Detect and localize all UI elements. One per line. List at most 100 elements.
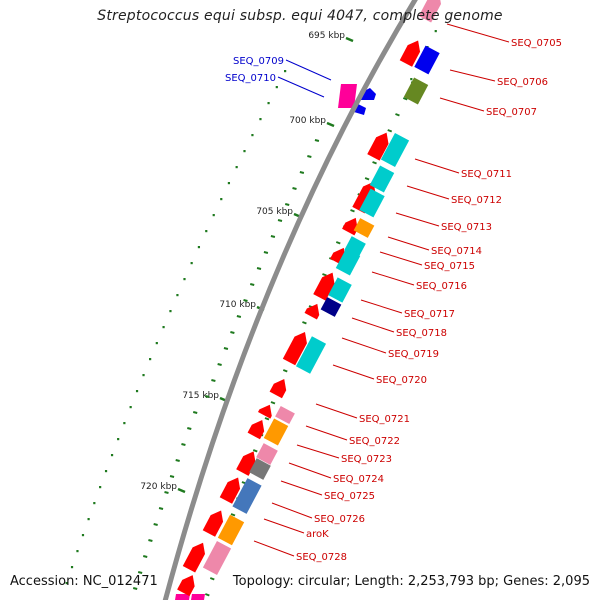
gene-label-forward: SEQ_0724 (333, 474, 384, 485)
minor-tick (142, 555, 148, 558)
minor-tick (270, 235, 276, 238)
genome-backbone (162, 0, 418, 600)
gene-label-forward: SEQ_0705 (511, 38, 562, 49)
gene-label-leader (449, 69, 496, 82)
gene-label-leader (305, 425, 348, 441)
reverse-gene-arrow (175, 594, 190, 600)
minor-tick (175, 459, 180, 462)
reverse-gene-arrow (191, 594, 205, 600)
gene-label-forward: SEQ_0721 (359, 414, 410, 425)
gene-label-leader (296, 444, 340, 459)
scale-tick-label: 695 kbp (308, 31, 345, 41)
minor-tick (299, 171, 305, 174)
minor-tick (256, 267, 262, 270)
minor-tick (230, 331, 235, 334)
cog-box (403, 77, 429, 105)
forward-gene-arrow (418, 0, 441, 23)
gene-label-leader (351, 317, 395, 333)
gc-dot (93, 502, 96, 505)
cog-box (320, 297, 342, 317)
cog-box (232, 478, 262, 514)
cog-box (217, 514, 245, 546)
minor-tick (192, 411, 198, 414)
forward-gene-arrow (282, 331, 307, 366)
minor-tick (223, 347, 229, 350)
gc-dot (135, 390, 139, 393)
gene-label-leader (387, 236, 430, 251)
gene-label-forward: SEQ_0719 (388, 349, 439, 360)
forward-gene-arrow (247, 420, 265, 440)
cog-box (380, 133, 410, 167)
gc-dot (149, 358, 152, 361)
gene-label-forward: aroK (306, 529, 329, 540)
minor-tick (164, 491, 169, 494)
scale-ticks: 695 kbp 700 kbp 705 kbp 710 kbp 715 kbp 720 k… (132, 31, 432, 597)
gc-dot (212, 214, 215, 217)
gc-dot (205, 230, 208, 233)
outer-tick (252, 449, 258, 453)
gene-label-leader (288, 462, 332, 479)
gene-label-forward: SEQ_0714 (431, 246, 482, 257)
gc-dot (104, 470, 108, 473)
gc-dot (259, 118, 262, 121)
minor-tick (263, 251, 269, 254)
gene-label-leader (341, 337, 387, 354)
minor-tick (307, 155, 312, 158)
forward-gene-arrow (182, 542, 205, 573)
gc-dot (183, 278, 186, 281)
cog-box (328, 277, 352, 303)
cog-box (359, 188, 385, 218)
gene-label-leader (253, 540, 295, 557)
outer-tick (322, 273, 327, 277)
outer-tick (372, 161, 377, 165)
outer-tick (350, 209, 355, 213)
outer-tick (402, 97, 408, 101)
outer-tick (270, 401, 276, 405)
gene-label-leader (439, 97, 485, 112)
minor-tick (211, 379, 216, 382)
gc-dot (434, 30, 437, 33)
gene-label-leader (395, 212, 440, 227)
forward-gene-arrow (367, 132, 389, 161)
gene-label-reverse: SEQ_0710 (225, 73, 276, 84)
gene-label-forward: SEQ_0725 (324, 491, 375, 502)
reverse-gene-arrow (338, 84, 357, 108)
forward-gene-arrow (258, 404, 272, 419)
minor-tick (292, 187, 297, 190)
outer-tick (302, 321, 307, 325)
outer-tick (230, 513, 236, 517)
gene-label-leader (332, 364, 375, 380)
gene-label-reverse: SEQ_0709 (233, 56, 284, 67)
gene-label-leader (277, 76, 325, 98)
forward-gene-arrow (269, 379, 287, 399)
gc-dot (76, 550, 79, 553)
cog-box (295, 336, 327, 374)
minor-tick (284, 203, 290, 206)
label-leaders (253, 23, 510, 557)
gc-dot (227, 182, 231, 185)
gene-label-leader (446, 23, 510, 43)
outer-tick (282, 369, 288, 373)
minor-tick (158, 507, 164, 510)
cog-box (414, 45, 440, 75)
minor-tick (236, 315, 242, 318)
scale-tick-mark (345, 36, 354, 43)
gene-label-forward: SEQ_0726 (314, 514, 365, 525)
minor-tick (181, 443, 186, 446)
scale-tick-label: 705 kbp (256, 207, 293, 217)
gc-dot (117, 438, 120, 441)
cog-box (353, 218, 375, 238)
minor-tick (148, 539, 153, 542)
minor-tick (243, 299, 248, 302)
minor-tick (217, 363, 222, 366)
gene-label-forward: SEQ_0720 (376, 375, 427, 386)
outer-tick (387, 129, 393, 133)
gene-label-forward: SEQ_0706 (497, 77, 548, 88)
cog-box (275, 405, 295, 425)
minor-tick (205, 395, 210, 398)
gene-label-forward: SEQ_0728 (296, 552, 347, 563)
forward-gene-arrow (304, 303, 320, 320)
minor-tick (153, 523, 158, 526)
forward-gene-arrow (202, 510, 224, 537)
gene-label-leader (280, 480, 323, 496)
